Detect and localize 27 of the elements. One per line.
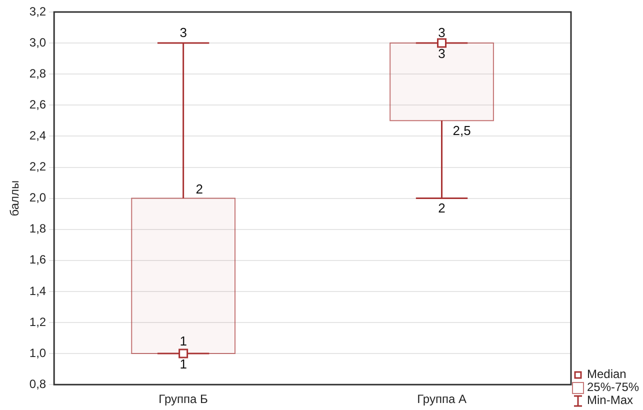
annotation: 2 xyxy=(196,181,203,196)
y-tick-label: 2,0 xyxy=(29,190,46,205)
annotation: 1 xyxy=(180,334,187,349)
y-tick-label: 2,2 xyxy=(29,160,46,174)
x-tick-label: Группа А xyxy=(417,392,466,406)
annotation: 2,5 xyxy=(452,122,471,138)
y-tick-label: 1,6 xyxy=(29,252,46,267)
y-tick-label: 1,8 xyxy=(29,222,46,236)
y-axis-title: баллы xyxy=(8,180,22,216)
annotation: 2 xyxy=(438,200,446,216)
y-tick-label: 2,4 xyxy=(29,128,46,143)
annotation: 1 xyxy=(180,356,187,372)
x-tick-label: Группа Б xyxy=(158,392,208,406)
text: Min-Max xyxy=(587,393,634,407)
y-tick-label: 3,2 xyxy=(29,4,46,18)
y-tick-label: 2,6 xyxy=(29,97,46,112)
y-tick-label: 1,2 xyxy=(29,314,46,329)
y-tick-label: 3,0 xyxy=(29,35,46,50)
y-tick-label: 1,4 xyxy=(29,284,46,298)
y-tick-label: 2,8 xyxy=(29,66,46,80)
y-tick-label: 0,8 xyxy=(29,376,46,391)
annotation: 3 xyxy=(180,25,187,40)
annotation: 3 xyxy=(438,25,446,40)
y-tick-label: 1,0 xyxy=(29,346,46,360)
annotation: 3 xyxy=(438,46,446,62)
text: 25%-75% xyxy=(587,380,640,394)
text: Median xyxy=(587,367,626,381)
